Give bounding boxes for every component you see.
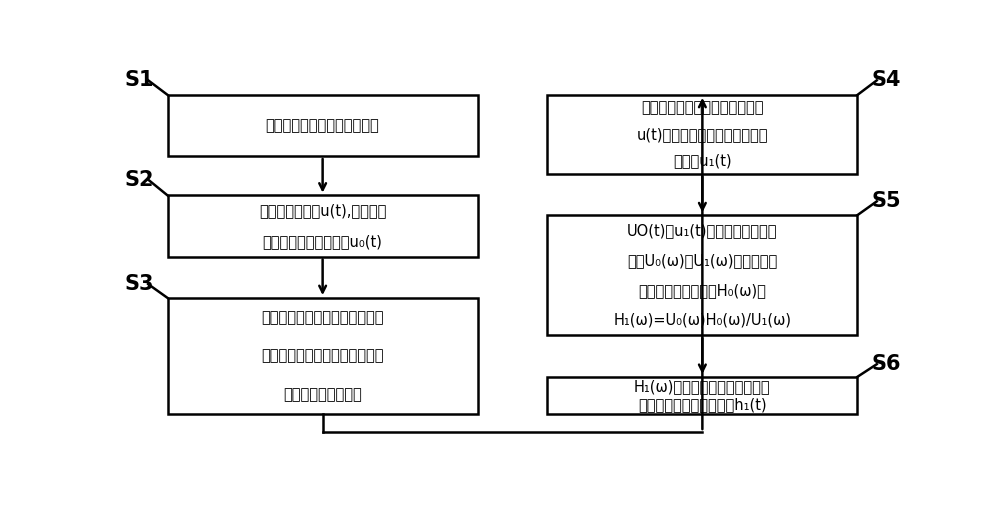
Text: UO(t)、u₁(t)分别经傅里叶变换: UO(t)、u₁(t)分别经傅里叶变换	[627, 223, 778, 238]
Text: 方向与接收天线相同: 方向与接收天线相同	[283, 388, 362, 402]
Text: S2: S2	[124, 169, 154, 190]
Text: 得到U₀(ω)、U₁(ω)，标准接收: 得到U₀(ω)、U₁(ω)，标准接收	[627, 253, 778, 268]
Text: S5: S5	[871, 191, 901, 211]
Text: S4: S4	[871, 70, 901, 90]
Text: 天线频域天线因子为H₀(ω)，: 天线频域天线因子为H₀(ω)，	[638, 283, 766, 298]
Bar	[547, 215, 857, 335]
Text: 信号源输出信号波形不变，仍为: 信号源输出信号波形不变，仍为	[641, 100, 764, 116]
Text: S3: S3	[124, 274, 154, 294]
Text: 接收天线测得电压信号u₀(t): 接收天线测得电压信号u₀(t)	[263, 234, 383, 249]
Text: 撤掉标准接收天线，在接收天线: 撤掉标准接收天线，在接收天线	[261, 310, 384, 325]
Bar	[168, 298, 478, 414]
Text: 脉冲信号源输出u(t),记录标准: 脉冲信号源输出u(t),记录标准	[259, 203, 386, 218]
Bar	[547, 377, 857, 414]
Text: H₁(ω)经反傅里叶变换得到待校: H₁(ω)经反傅里叶变换得到待校	[634, 379, 771, 394]
Bar	[168, 95, 478, 156]
Text: S1: S1	[124, 70, 154, 90]
Text: 位置放置待校准电场探头，极化: 位置放置待校准电场探头，极化	[261, 349, 384, 364]
Text: 准电场探头时域传递函数h₁(t): 准电场探头时域传递函数h₁(t)	[638, 397, 767, 413]
Text: S6: S6	[871, 354, 901, 374]
Text: u(t)，记录电场探头测得电压信: u(t)，记录电场探头测得电压信	[637, 127, 768, 142]
Text: H₁(ω)=U₀(ω)H₀(ω)/U₁(ω): H₁(ω)=U₀(ω)H₀(ω)/U₁(ω)	[613, 313, 791, 328]
Text: 号波形u₁(t): 号波形u₁(t)	[673, 153, 732, 168]
Bar	[547, 95, 857, 174]
Text: 配置实验装置，连接试验设备: 配置实验装置，连接试验设备	[266, 118, 380, 133]
Bar	[168, 196, 478, 257]
